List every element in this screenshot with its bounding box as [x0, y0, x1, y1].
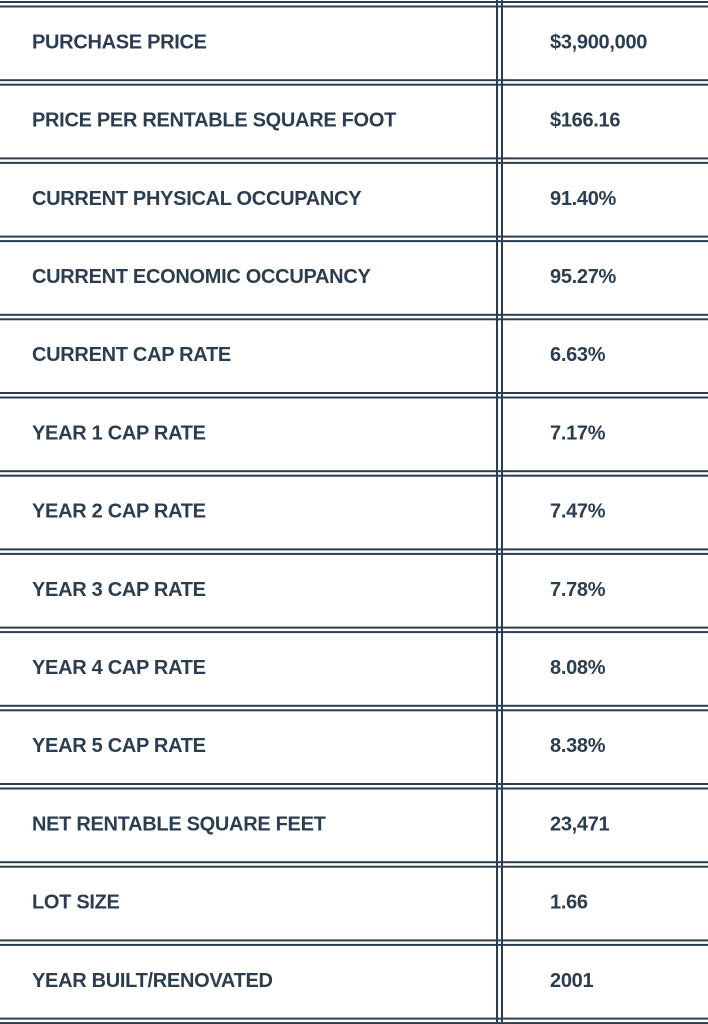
- row-rule: [0, 1022, 708, 1024]
- row-rule: [0, 313, 708, 316]
- column-divider: [496, 0, 498, 1022]
- row-value: $3,900,000: [550, 31, 647, 53]
- row-rule: [0, 943, 708, 946]
- row-rule: [0, 939, 708, 942]
- row-rule: [0, 5, 708, 8]
- row-rule: [0, 318, 708, 321]
- row-label: YEAR 4 CAP RATE: [32, 657, 206, 679]
- row-label: PURCHASE PRICE: [32, 31, 207, 53]
- row-value: 1.66: [550, 892, 588, 914]
- row-value: 23,471: [550, 813, 610, 835]
- row-value: 7.47%: [550, 501, 606, 523]
- row-rule: [0, 783, 708, 785]
- row-label: YEAR BUILT/RENOVATED: [32, 970, 273, 992]
- row-rule: [0, 161, 708, 164]
- row-value: 8.08%: [550, 657, 606, 679]
- row-rule: [0, 631, 708, 634]
- row-value: 7.17%: [550, 422, 606, 444]
- row-rule: [0, 552, 708, 555]
- row-label: CURRENT PHYSICAL OCCUPANCY: [32, 188, 362, 210]
- row-rule: [0, 709, 708, 712]
- row-label: NET RENTABLE SQUARE FEET: [32, 813, 326, 835]
- row-value: 6.63%: [550, 344, 606, 366]
- row-label: LOT SIZE: [32, 892, 120, 914]
- row-label: YEAR 5 CAP RATE: [32, 735, 206, 757]
- row-value: $166.16: [550, 110, 620, 132]
- row-rule: [0, 861, 708, 864]
- row-value: 91.40%: [550, 188, 617, 210]
- row-rule: [0, 1017, 708, 1020]
- row-rule: [0, 865, 708, 868]
- row-label: YEAR 1 CAP RATE: [32, 422, 206, 444]
- row-rule: [0, 470, 708, 473]
- row-rule: [0, 626, 708, 629]
- row-rule: [0, 548, 708, 551]
- row-value: 7.78%: [550, 579, 606, 601]
- row-value: 2001: [550, 970, 593, 992]
- row-rule: [0, 79, 708, 82]
- row-label: PRICE PER RENTABLE SQUARE FOOT: [32, 110, 396, 132]
- row-label: CURRENT ECONOMIC OCCUPANCY: [32, 266, 371, 288]
- row-rule: [0, 235, 708, 238]
- row-rule: [0, 157, 708, 160]
- row-label: YEAR 2 CAP RATE: [32, 501, 206, 523]
- column-divider: [501, 0, 503, 1022]
- row-rule: [0, 396, 708, 399]
- row-rule: [0, 392, 708, 394]
- row-rule: [0, 474, 708, 477]
- row-rule: [0, 1, 708, 3]
- row-rule: [0, 83, 708, 86]
- row-value: 95.27%: [550, 266, 617, 288]
- row-rule: [0, 787, 708, 790]
- row-label: YEAR 3 CAP RATE: [32, 579, 206, 601]
- row-rule: [0, 240, 708, 243]
- row-label: CURRENT CAP RATE: [32, 344, 231, 366]
- row-value: 8.38%: [550, 735, 606, 757]
- row-rule: [0, 704, 708, 707]
